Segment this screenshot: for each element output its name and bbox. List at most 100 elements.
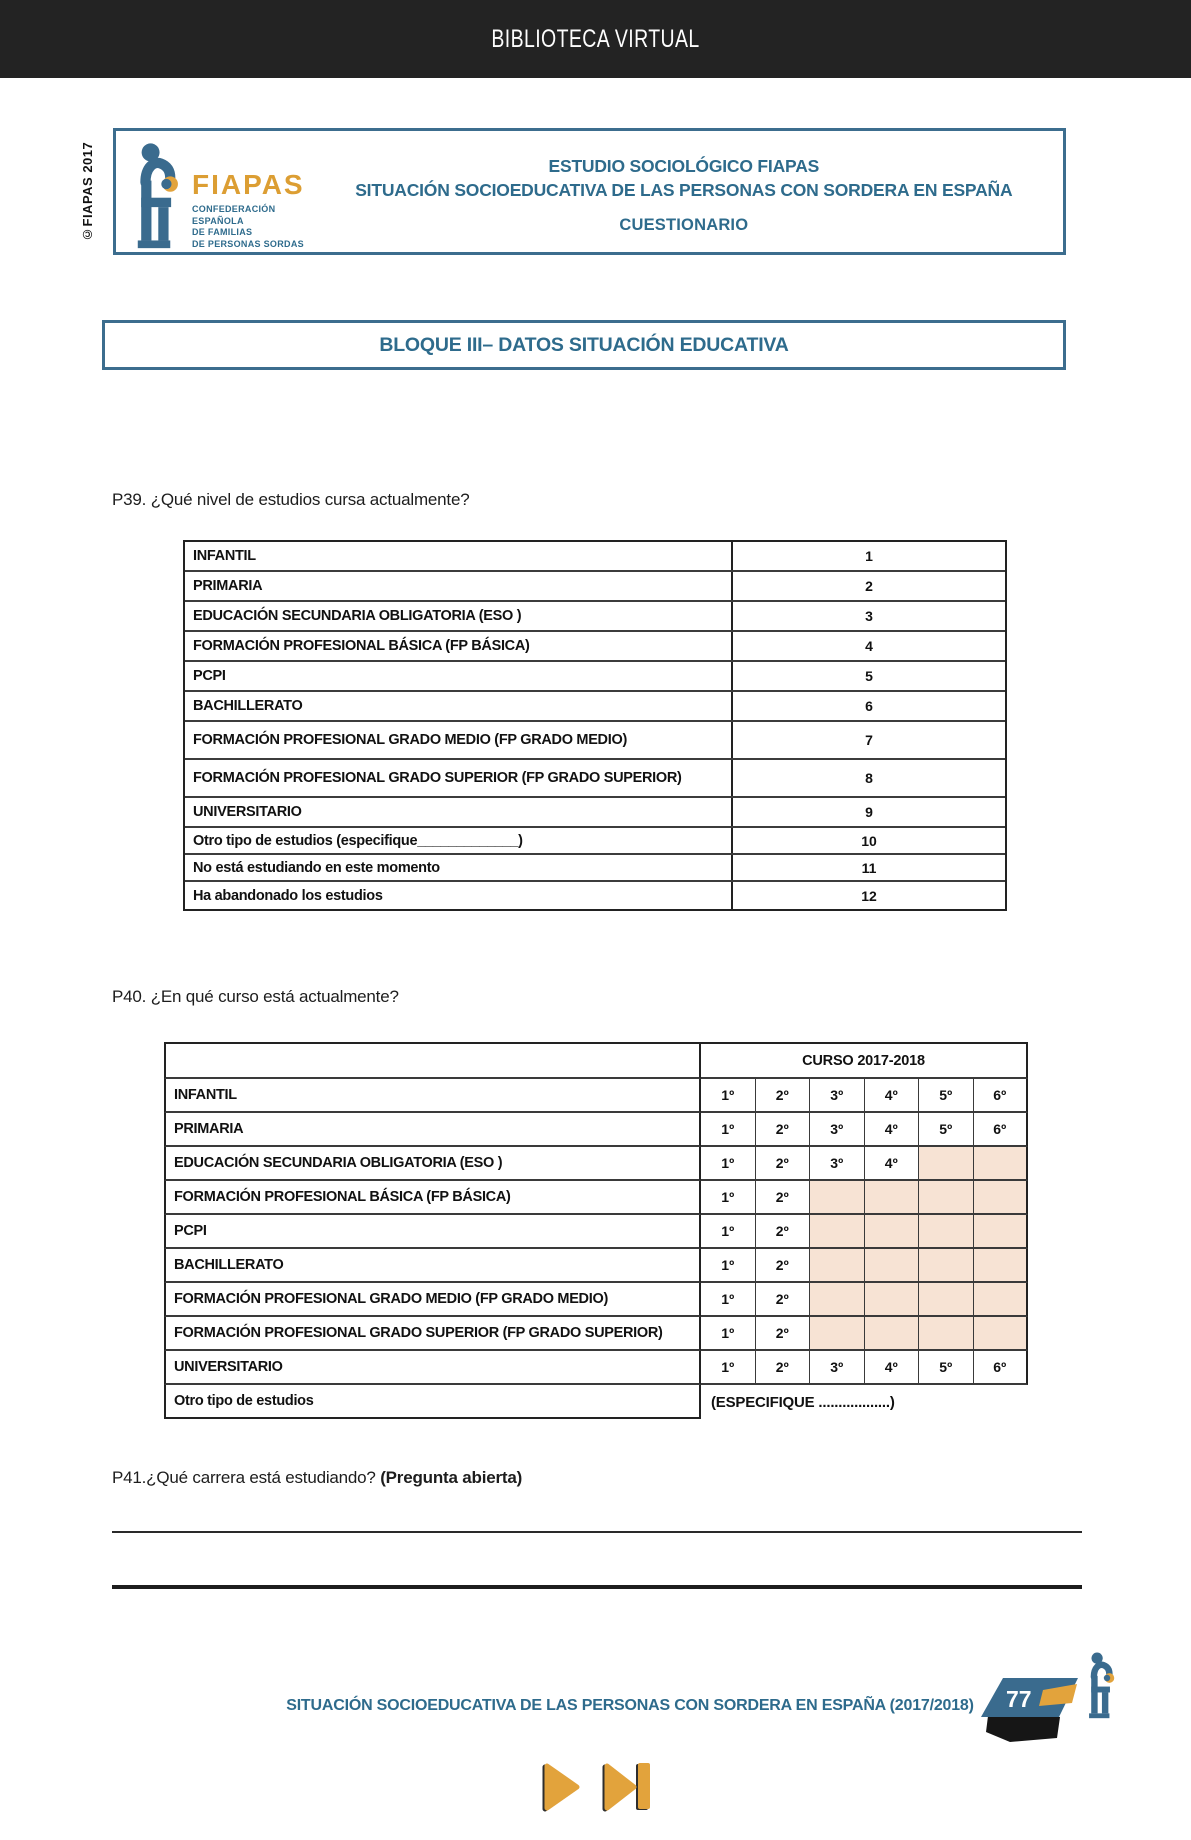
footer-document-title: SITUACIÓN SOCIOEDUCATIVA DE LAS PERSONAS… <box>286 1697 974 1714</box>
course-cell: 5º <box>919 1079 974 1113</box>
course-cell <box>973 1317 1028 1351</box>
level-label-cell: FORMACIÓN PROFESIONAL BÁSICA (FP BÁSICA) <box>185 632 733 660</box>
course-cell: 4º <box>864 1147 919 1181</box>
table-row: UNIVERSITARIO 1º 2º 3º 4º 5º 6º <box>164 1351 1028 1385</box>
level-label-cell: PCPI <box>185 662 733 690</box>
level-label-cell: BACHILLERATO <box>185 692 733 720</box>
p41-question: P41.¿Qué carrera está estudiando? (Pregu… <box>112 1468 522 1488</box>
table-row: Otro tipo de estudios (especifique______… <box>185 828 1005 855</box>
table-header-row: CURSO 2017-2018 <box>164 1042 1028 1079</box>
study-title-line2: SITUACIÓN SOCIOEDUCATIVA DE LAS PERSONAS… <box>355 180 1013 200</box>
table-row: Otro tipo de estudios (ESPECIFIQUE ......… <box>164 1385 1028 1419</box>
skip-to-last-icon <box>602 1763 650 1812</box>
course-cell: 1º <box>701 1249 756 1283</box>
course-cell: 2º <box>755 1351 810 1385</box>
course-cell: 2º <box>755 1113 810 1147</box>
level-label-cell: UNIVERSITARIO <box>164 1351 701 1385</box>
fiapas-subtitle-line: DE FAMILIAS <box>192 227 253 237</box>
table-row: PCPI 5 <box>185 662 1005 692</box>
course-cell <box>810 1215 865 1249</box>
course-cell: 2º <box>755 1215 810 1249</box>
study-subtitle: CUESTIONARIO <box>619 216 749 234</box>
course-cell <box>973 1215 1028 1249</box>
course-cell: 1º <box>701 1283 756 1317</box>
course-cell: 3º <box>810 1147 865 1181</box>
course-cell <box>919 1147 974 1181</box>
table-row: INFANTIL 1º 2º 3º 4º 5º 6º <box>164 1079 1028 1113</box>
course-cell: 3º <box>810 1079 865 1113</box>
level-label-cell: UNIVERSITARIO <box>185 798 733 826</box>
course-cell: 5º <box>919 1113 974 1147</box>
level-label-cell: BACHILLERATO <box>164 1249 701 1283</box>
nav-next-button[interactable] <box>540 1763 582 1816</box>
course-cell: 3º <box>810 1351 865 1385</box>
code-cell: 11 <box>861 859 877 876</box>
course-cell <box>973 1147 1028 1181</box>
level-label-cell: FORMACIÓN PROFESIONAL BÁSICA (FP BÁSICA) <box>164 1181 701 1215</box>
table-row: FORMACIÓN PROFESIONAL GRADO MEDIO (FP GR… <box>164 1283 1028 1317</box>
level-label-cell: FORMACIÓN PROFESIONAL GRADO MEDIO (FP GR… <box>185 722 733 758</box>
p39-table: INFANTIL 1 PRIMARIA 2 EDUCACIÓN SECUNDARIA O… <box>183 540 1007 911</box>
course-cell: 4º <box>864 1113 919 1147</box>
fiapas-wordmark: FIAPAS <box>192 169 305 200</box>
level-label-cell: Otro tipo de estudios <box>164 1385 701 1419</box>
level-label-cell: Ha abandonado los estudios <box>185 882 733 909</box>
code-cell: 8 <box>865 770 873 786</box>
code-cell: 12 <box>861 887 877 904</box>
course-cell: 1º <box>701 1079 756 1113</box>
course-cell: 6º <box>973 1079 1028 1113</box>
fiapas-subtitle: CONFEDERACIÓN ESPAÑOLA DE FAMILIAS DE PE… <box>192 204 305 250</box>
level-label-cell: INFANTIL <box>185 542 733 570</box>
level-label-cell: FORMACIÓN PROFESIONAL GRADO SUPERIOR (FP… <box>185 760 733 796</box>
study-title-line1: ESTUDIO SOCIOLÓGICO FIAPAS <box>548 156 820 176</box>
p40-question: P40. ¿En qué curso está actualmente? <box>112 987 399 1006</box>
course-cell <box>810 1283 865 1317</box>
questionnaire-header: FIAPAS CONFEDERACIÓN ESPAÑOLA DE FAMILIA… <box>113 128 1066 255</box>
table-row: PRIMARIA 1º 2º 3º 4º 5º 6º <box>164 1113 1028 1147</box>
code-cell: 10 <box>861 832 877 849</box>
level-label-cell: PCPI <box>164 1215 701 1249</box>
course-cell: 2º <box>755 1283 810 1317</box>
course-cell <box>919 1283 974 1317</box>
course-cell <box>810 1317 865 1351</box>
code-cell: 5 <box>865 668 873 684</box>
page-number-badge: 77 <box>981 1678 1078 1742</box>
fiapas-logo: FIAPAS CONFEDERACIÓN ESPAÑOLA DE FAMILIA… <box>116 131 305 252</box>
table-row: BACHILLERATO 6 <box>185 692 1005 722</box>
curso-header-cell: CURSO 2017-2018 <box>701 1042 1028 1079</box>
page-number: 77 <box>1006 1686 1032 1712</box>
course-cell <box>864 1283 919 1317</box>
table-row: UNIVERSITARIO 9 <box>185 798 1005 828</box>
course-cell: 1º <box>701 1147 756 1181</box>
course-cell: 5º <box>919 1351 974 1385</box>
fiapas-subtitle-line: DE PERSONAS SORDAS <box>192 238 304 249</box>
table-row: PCPI 1º 2º <box>164 1215 1028 1249</box>
table-row: FORMACIÓN PROFESIONAL BÁSICA (FP BÁSICA)… <box>185 632 1005 662</box>
course-cell: 4º <box>864 1079 919 1113</box>
level-label-cell: FORMACIÓN PROFESIONAL GRADO MEDIO (FP GR… <box>164 1283 701 1317</box>
course-cell: 1º <box>701 1113 756 1147</box>
especifique-cell: (ESPECIFIQUE ..................) <box>711 1393 895 1411</box>
course-cell: 4º <box>864 1351 919 1385</box>
copyright-vertical: ©FIAPAS 2017 <box>80 141 95 242</box>
table-row: Ha abandonado los estudios 12 <box>185 882 1005 909</box>
code-cell: 4 <box>865 638 873 654</box>
p39-question: P39. ¿Qué nivel de estudios cursa actual… <box>112 490 470 509</box>
answer-line-1 <box>112 1531 1082 1533</box>
viewer-title: BIBLIOTECA VIRTUAL <box>491 24 700 53</box>
nav-last-button[interactable] <box>600 1763 654 1816</box>
course-cell <box>864 1181 919 1215</box>
course-cell: 1º <box>701 1351 756 1385</box>
course-cell <box>864 1317 919 1351</box>
table-row: PRIMARIA 2 <box>185 572 1005 602</box>
course-cell <box>864 1249 919 1283</box>
level-label-cell: INFANTIL <box>164 1079 701 1113</box>
level-label-cell: FORMACIÓN PROFESIONAL GRADO SUPERIOR (FP… <box>164 1317 701 1351</box>
code-cell: 1 <box>865 548 873 564</box>
table-row: No está estudiando en este momento 11 <box>185 855 1005 882</box>
header-empty-cell <box>164 1042 701 1079</box>
course-cell <box>973 1249 1028 1283</box>
table-row: FORMACIÓN PROFESIONAL BÁSICA (FP BÁSICA)… <box>164 1181 1028 1215</box>
level-label-cell: EDUCACIÓN SECUNDARIA OBLIGATORIA (ESO ) <box>164 1147 701 1181</box>
code-cell: 9 <box>865 804 873 820</box>
